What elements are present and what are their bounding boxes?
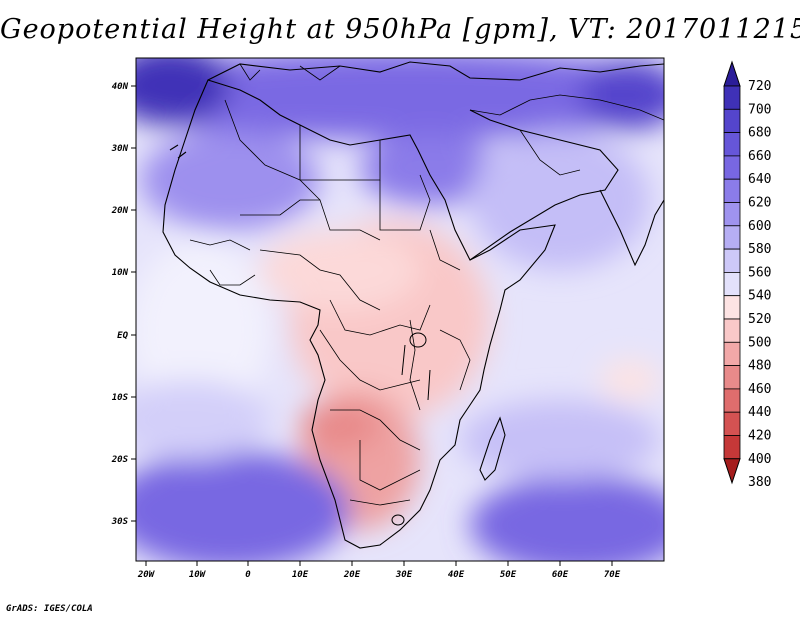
colorbar-cell (723, 225, 741, 250)
x-tick-label: 70E (604, 570, 621, 580)
x-tick-label: 30E (395, 570, 413, 580)
colorbar-level-label: 420 (748, 429, 771, 444)
colorbar-level-label: 460 (748, 382, 771, 397)
colorbar-level-label: 720 (748, 79, 771, 94)
colorbar-cell (723, 341, 741, 366)
height-field (136, 58, 664, 561)
colorbar-cell (723, 155, 741, 180)
x-tick-label: 60E (552, 570, 569, 580)
colorbar-level-label: 380 (748, 475, 771, 490)
colorbar-level-label: 480 (748, 359, 771, 374)
y-tick-label: 10N (112, 268, 129, 278)
x-tick-label: 0 (245, 570, 251, 580)
colorbar-cell (723, 411, 741, 436)
lakes (391, 332, 431, 526)
colorbar-cell (723, 178, 741, 203)
coastlines (162, 61, 664, 549)
colorbar-cell (723, 365, 741, 390)
colorbar-cell (723, 435, 741, 460)
x-tick-label: 20W (137, 570, 156, 580)
colorbar-cell (723, 108, 741, 134)
latitude-axis: 40N 30N 20N 10N EQ 10S 20S 30S (111, 82, 136, 527)
y-tick-label: 10S (112, 393, 129, 403)
map-title: Geopotential Height at 950hPa [gpm], VT:… (0, 14, 800, 45)
y-tick-label: 40N (112, 82, 129, 92)
y-tick-label: 20S (111, 455, 129, 465)
colorbar-level-label: 440 (748, 405, 771, 420)
x-tick-label: 10W (189, 570, 207, 580)
x-tick-label: 40E (448, 570, 465, 580)
colorbar-cell (723, 388, 741, 413)
colorbar-level-label: 560 (748, 265, 771, 280)
colorbar-min-arrow (723, 458, 741, 485)
colorbar-cell (723, 248, 741, 273)
credit-label: GrADS: IGES/COLA (6, 604, 93, 614)
colorbar-level-label: 520 (748, 312, 771, 327)
x-tick-label: 10E (292, 570, 309, 580)
colorbar-cell (723, 271, 741, 297)
colorbar-level-label: 400 (748, 452, 771, 467)
x-tick-label: 50E (500, 570, 517, 580)
colorbar-cell (723, 202, 741, 227)
colorbar-level-label: 540 (748, 289, 771, 304)
y-tick-label: EQ (117, 331, 128, 341)
colorbar-level-label: 600 (748, 219, 771, 234)
colorbar-max-arrow (723, 60, 741, 87)
colorbar-level-label: 580 (748, 242, 771, 257)
x-tick-label: 20E (343, 570, 361, 580)
colorbar-level-label: 500 (748, 335, 771, 350)
y-tick-label: 30N (111, 144, 129, 154)
map-frame (135, 57, 665, 562)
colorbar-level-label: 620 (748, 196, 771, 211)
y-tick-label: 30S (111, 517, 129, 527)
colorbar-cell (723, 85, 741, 110)
colorbar-cell (723, 132, 741, 157)
colorbar-cell (723, 295, 741, 320)
colorbar-level-label: 660 (748, 149, 771, 164)
colorbar-level-label: 640 (748, 172, 771, 187)
colorbar-level-label: 680 (748, 126, 771, 141)
y-tick-label: 20N (111, 206, 129, 216)
colorbar-cell (723, 318, 741, 343)
country-borders (189, 63, 664, 506)
colorbar-level-label: 700 (748, 102, 771, 117)
longitude-axis: 20W 10W 0 10E 20E 30E 40E 50E 60E 70E (137, 561, 621, 580)
